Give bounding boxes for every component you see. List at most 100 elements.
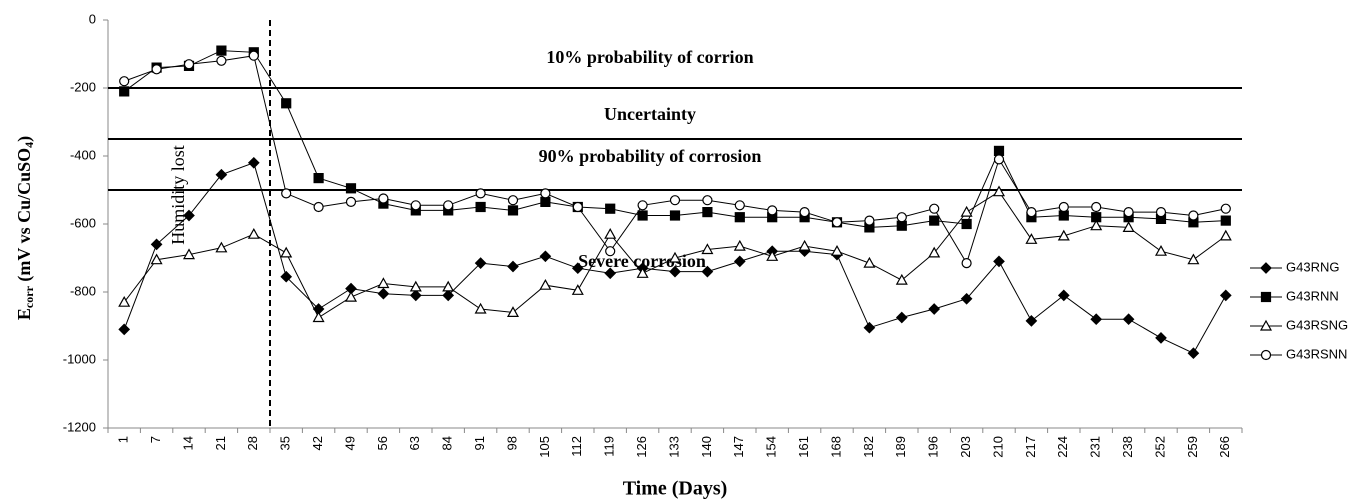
marker (896, 212, 907, 223)
marker (637, 200, 648, 211)
x-tick-label: 203 (958, 436, 973, 458)
y-label-part: (mV vs Cu/CuSO (14, 148, 35, 286)
marker (605, 203, 616, 214)
x-tick-label: 42 (310, 436, 325, 450)
marker (929, 203, 940, 214)
marker (539, 278, 552, 290)
marker (831, 217, 843, 228)
x-tick-label: 28 (245, 436, 260, 450)
x-tick-label: 154 (764, 436, 779, 458)
marker (928, 246, 941, 258)
marker (475, 188, 486, 199)
marker (216, 45, 227, 56)
marker (734, 200, 745, 211)
x-tick-label: 84 (440, 436, 455, 450)
marker (1259, 319, 1273, 331)
marker (1057, 229, 1070, 241)
marker (1026, 207, 1037, 218)
x-tick-label: 217 (1023, 436, 1038, 458)
x-tick-label: 112 (569, 436, 584, 457)
marker (1219, 289, 1232, 302)
marker (993, 255, 1005, 268)
marker (895, 311, 908, 324)
x-tick-label: 140 (699, 436, 714, 458)
marker (605, 246, 616, 257)
marker (280, 246, 293, 258)
marker (669, 210, 681, 221)
marker (702, 195, 713, 206)
marker (1025, 315, 1038, 327)
marker (409, 280, 422, 292)
y-tick-label: -1000 (63, 351, 96, 366)
x-tick-label: 238 (1120, 436, 1135, 458)
marker (507, 205, 519, 216)
marker (313, 173, 324, 184)
y-label-part: E (14, 308, 34, 320)
legend-label: G43RSNN (1286, 346, 1347, 361)
marker (119, 76, 130, 87)
marker (733, 239, 746, 251)
legend-label: G43RNN (1286, 288, 1339, 303)
marker (896, 220, 907, 231)
marker (1187, 347, 1200, 360)
marker (993, 154, 1005, 165)
marker (507, 195, 519, 206)
marker (961, 258, 972, 269)
marker (830, 244, 844, 256)
x-tick-label: 161 (796, 436, 811, 458)
marker (118, 323, 131, 336)
marker (733, 255, 746, 268)
y-tick-label: -200 (70, 79, 96, 94)
marker (798, 239, 811, 251)
marker (863, 256, 876, 268)
marker (443, 200, 454, 211)
marker (992, 185, 1006, 197)
legend-label: G43RSNG (1286, 317, 1348, 332)
x-tick-label: 252 (1152, 436, 1167, 458)
marker (960, 205, 973, 217)
marker (572, 201, 583, 213)
x-tick-label: 189 (893, 436, 908, 458)
x-tick-label: 210 (990, 436, 1005, 458)
marker (1260, 262, 1272, 274)
marker (345, 196, 357, 207)
marker (571, 284, 584, 295)
x-tick-label: 266 (1217, 436, 1232, 458)
marker (540, 188, 551, 199)
marker (474, 257, 487, 269)
marker (961, 218, 972, 230)
marker (442, 280, 455, 292)
marker (540, 196, 551, 207)
marker (313, 201, 324, 213)
marker (863, 321, 876, 334)
marker (604, 227, 617, 239)
marker (799, 207, 810, 218)
marker (701, 243, 714, 255)
marker (701, 265, 714, 278)
marker (150, 253, 163, 265)
y-tick-label: 0 (89, 11, 96, 26)
x-tick-label: 56 (375, 436, 390, 450)
marker (215, 168, 228, 181)
x-tick-label: 259 (1185, 436, 1200, 458)
marker (669, 195, 681, 206)
x-tick-label: 168 (828, 436, 843, 458)
marker (1122, 313, 1135, 326)
marker (1057, 289, 1070, 302)
marker (1260, 349, 1272, 361)
marker (1187, 253, 1200, 265)
marker (475, 201, 486, 213)
marker (507, 260, 519, 273)
marker (280, 270, 293, 283)
marker (151, 64, 162, 75)
y-axis-label: Ecorr (mV vs Cu/CuSO4) (14, 136, 36, 320)
marker (377, 277, 390, 289)
marker (118, 295, 131, 307)
x-tick-label: 133 (666, 436, 681, 458)
marker (1188, 210, 1199, 221)
marker (864, 215, 875, 226)
y-label-part: ) (14, 136, 35, 142)
marker (1058, 210, 1069, 221)
marker (183, 209, 195, 222)
marker (119, 86, 130, 97)
